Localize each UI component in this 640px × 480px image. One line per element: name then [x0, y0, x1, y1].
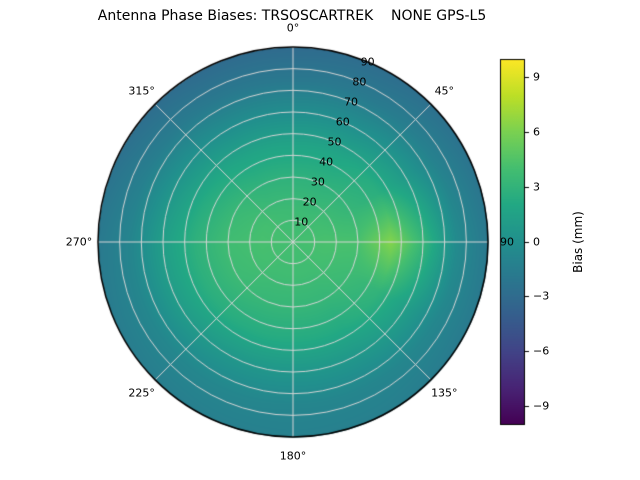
angle-tick-label: 45° — [434, 84, 455, 98]
angle-tick-label: 225° — [128, 386, 155, 400]
radial-tick-label: 80 — [352, 75, 367, 89]
angle-tick-label: 270° — [65, 235, 93, 249]
radial-tick-label: 60 — [335, 115, 350, 129]
colorbar-tick-label: 3 — [533, 180, 540, 194]
angle-tick-label: 315° — [128, 84, 155, 98]
chart-title: Antenna Phase Biases: TRSOSCARTREK NONE … — [97, 8, 487, 24]
radial-tick-label: 90 — [360, 55, 375, 69]
colorbar-tick-label: 0 — [533, 235, 540, 248]
angle-tick-label: 90 — [500, 235, 514, 249]
angle-tick-label: 180° — [279, 449, 307, 463]
colorbar-tick-label: −3 — [533, 289, 550, 303]
radial-tick-label: 40 — [319, 155, 334, 169]
radial-tick-label: 50 — [327, 135, 342, 149]
radial-tick-label: 70 — [344, 95, 359, 109]
radial-tick-label: 20 — [302, 195, 317, 209]
colorbar-tick-label: −6 — [533, 344, 550, 358]
angle-tick-label: 0° — [286, 21, 300, 35]
colorbar-tick-label: 9 — [533, 70, 540, 84]
colorbar-tick-label: 6 — [533, 125, 540, 139]
angle-tick-label: 135° — [431, 386, 458, 400]
colorbar-axis-label: Bias (mm) — [571, 211, 585, 273]
radial-tick-label: 30 — [310, 175, 325, 189]
colorbar-tick-label: −9 — [533, 399, 550, 413]
radial-tick-label: 10 — [294, 215, 309, 229]
